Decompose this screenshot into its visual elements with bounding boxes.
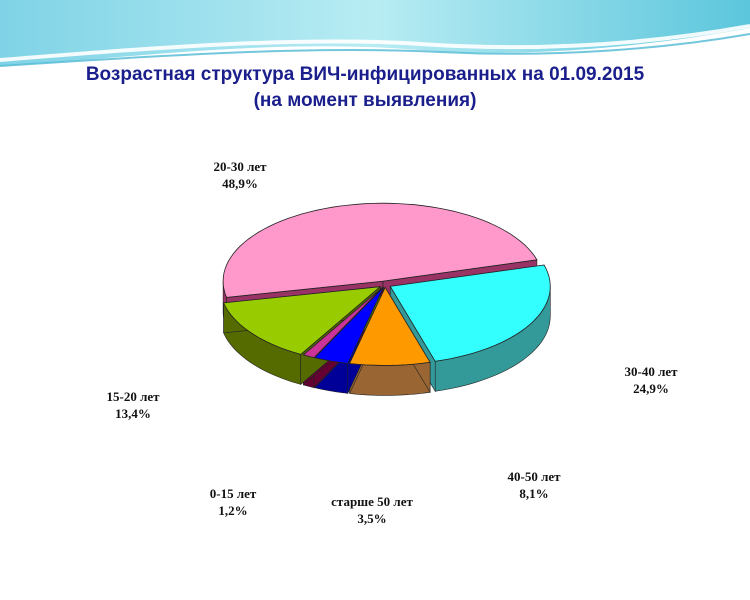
pie-slice-3 bbox=[348, 286, 431, 366]
pie-slice-4 bbox=[313, 287, 384, 364]
slice-label: 0-15 лет 1,2% bbox=[210, 485, 257, 519]
slice-label-value: 48,9% bbox=[222, 176, 258, 191]
slice-label: 15-20 лет 13,4% bbox=[106, 388, 159, 422]
slice-label: 40-50 лет 8,1% bbox=[507, 468, 560, 502]
slice-label-value: 3,5% bbox=[357, 511, 387, 526]
header-wave-decoration bbox=[0, 0, 750, 67]
pie-slice-2 bbox=[389, 264, 551, 362]
chart-title-line2: (на момент выявления) bbox=[253, 90, 477, 111]
slice-label-value: 24,9% bbox=[633, 381, 669, 396]
pie-slice-1 bbox=[222, 202, 538, 298]
pie-slice-5 bbox=[302, 286, 383, 359]
slice-label-value: 13,4% bbox=[115, 406, 151, 421]
slice-label-name: 15-20 лет bbox=[106, 389, 160, 404]
slice-label: 20-30 лет 48,9% bbox=[213, 158, 266, 192]
pie-slice-6 bbox=[222, 286, 382, 355]
slice-label-name: 20-30 лет bbox=[213, 159, 267, 174]
slice-label: старше 50 лет 3,5% bbox=[331, 493, 413, 527]
slice-label-name: 0-15 лет bbox=[209, 486, 257, 501]
slice-label-value: 8,1% bbox=[519, 486, 549, 501]
chart-title-line1: Возрастная структура ВИЧ-инфицированных … bbox=[85, 64, 645, 85]
slice-label-name: 30-40 лет bbox=[624, 364, 678, 379]
slice-label-name: старше 50 лет bbox=[331, 494, 413, 509]
slice-label-name: 40-50 лет bbox=[507, 469, 561, 484]
slice-label-value: 1,2% bbox=[218, 503, 248, 518]
slice-label: 30-40 лет 24,9% bbox=[624, 363, 677, 397]
pie-top-faces bbox=[222, 202, 551, 366]
